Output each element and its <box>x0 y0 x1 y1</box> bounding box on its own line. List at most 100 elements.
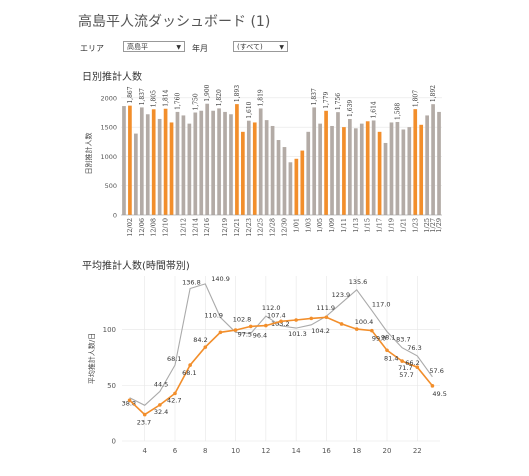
bar-data-label: 1,639 <box>347 100 354 117</box>
y-tick-label: 50 <box>107 382 116 390</box>
gray-data-label: 110.9 <box>204 311 223 319</box>
orange-series-point <box>248 324 253 329</box>
bar <box>163 108 168 215</box>
gray-data-label: 96.4 <box>253 332 267 340</box>
x-tick-label: 16 <box>322 447 331 455</box>
bar <box>270 125 275 215</box>
bar <box>241 131 245 215</box>
chevron-down-icon: ▼ <box>279 44 284 51</box>
bar <box>365 121 370 215</box>
bar <box>264 120 269 215</box>
bar <box>437 111 441 215</box>
bar <box>300 150 305 215</box>
gray-data-label: 98.1 <box>381 334 395 342</box>
orange-data-label: 102.8 <box>233 315 252 323</box>
y-tick-label: 0 <box>112 438 116 446</box>
gray-data-label: 103.2 <box>271 320 290 328</box>
bar <box>425 115 429 215</box>
bar <box>419 124 424 215</box>
x-tick-label: 1/29 <box>435 218 443 233</box>
orange-data-label: 107.4 <box>267 311 286 319</box>
x-tick-label: 1/03 <box>304 218 312 233</box>
x-tick-label: 1/11 <box>340 218 348 233</box>
x-tick-label: 1/21 <box>399 218 407 233</box>
gray-data-label: 140.9 <box>211 275 230 283</box>
orange-series-line <box>129 316 434 416</box>
gray-series-line <box>129 283 433 406</box>
gray-data-label: 68.1 <box>167 355 181 363</box>
orange-data-label: 71.7 <box>398 364 412 372</box>
x-tick-label: 8 <box>203 447 207 455</box>
bar <box>134 133 138 215</box>
orange-series-point <box>279 319 283 324</box>
bar <box>389 122 394 215</box>
bar <box>169 122 174 215</box>
gray-data-label: 76.3 <box>407 344 421 352</box>
y-tick-label: 500 <box>105 182 117 190</box>
x-tick-label: 12/02 <box>126 218 134 237</box>
gray-data-label: 57.6 <box>429 367 443 375</box>
bar-data-label: 1,819 <box>258 89 265 106</box>
orange-data-label: 66.2 <box>405 359 419 367</box>
x-tick-label: 1/19 <box>387 218 395 233</box>
x-tick-label: 1/23 <box>411 218 419 233</box>
x-tick-label: 1/27 <box>429 218 437 233</box>
orange-series-point <box>324 315 329 320</box>
x-tick-label: 1/17 <box>376 218 384 233</box>
bar <box>383 142 388 215</box>
x-tick-label: 12/30 <box>280 218 288 237</box>
bar <box>306 131 311 215</box>
bar <box>312 107 317 215</box>
orange-series-point <box>354 327 359 331</box>
x-tick-label: 1/05 <box>316 218 324 233</box>
x-tick-label: 20 <box>383 447 392 455</box>
orange-data-label: 84.2 <box>193 336 207 344</box>
orange-series-point <box>203 345 208 349</box>
orange-series-point <box>233 328 238 332</box>
area-select-value: 高島平 <box>127 43 148 51</box>
bar <box>145 114 150 215</box>
bar <box>246 120 251 215</box>
area-select[interactable]: 高島平 ▼ <box>123 41 185 52</box>
orange-data-label: 23.7 <box>137 419 151 427</box>
gray-data-label: 44.5 <box>154 380 168 388</box>
bar <box>258 108 263 215</box>
orange-series-point <box>415 365 420 369</box>
bar <box>407 127 412 215</box>
x-tick-label: 10 <box>231 447 240 455</box>
x-tick-label: 12/14 <box>191 218 199 237</box>
y-axis-label: 日別推計人数 <box>84 133 93 175</box>
bar-data-label: 1,610 <box>246 101 253 118</box>
bar <box>205 103 210 215</box>
orange-series-point <box>218 330 223 335</box>
x-tick-label: 12/28 <box>269 218 277 237</box>
bar-data-label: 1,760 <box>174 93 181 110</box>
bar <box>128 105 132 215</box>
bar <box>324 110 328 215</box>
orange-series-point <box>339 322 344 326</box>
x-tick-label: 12/10 <box>162 218 170 237</box>
x-tick-label: 1/09 <box>328 218 336 233</box>
x-tick-label: 12/25 <box>257 218 265 237</box>
bar <box>413 109 418 215</box>
bar-data-label: 1,614 <box>371 101 378 118</box>
orange-data-label: 100.4 <box>355 318 374 326</box>
bar-data-label: 1,820 <box>216 89 223 106</box>
month-select[interactable]: (すべて) ▼ <box>233 41 288 52</box>
y-tick-label: 0 <box>113 212 117 220</box>
bar <box>199 110 204 215</box>
x-tick-label: 12 <box>261 447 270 455</box>
x-tick-label: 22 <box>413 447 422 455</box>
bar-data-label: 1,814 <box>163 89 170 106</box>
orange-series-point <box>430 384 435 388</box>
bar <box>330 125 334 215</box>
x-tick-label: 1/15 <box>364 218 372 233</box>
bar-data-label: 1,756 <box>335 93 342 110</box>
gray-data-label: 83.7 <box>396 336 410 344</box>
bar <box>318 123 322 215</box>
y-tick-label: 1500 <box>100 124 117 132</box>
orange-series-point <box>142 412 147 417</box>
y-tick-label: 100 <box>103 326 116 334</box>
bar <box>235 104 239 215</box>
